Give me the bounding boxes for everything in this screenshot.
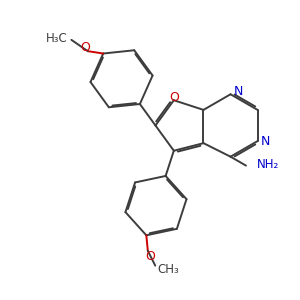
Text: O: O <box>145 250 155 262</box>
Text: N: N <box>261 135 271 148</box>
Text: O: O <box>169 91 179 104</box>
Text: H₃C: H₃C <box>46 32 68 45</box>
Text: NH₂: NH₂ <box>257 158 280 171</box>
Text: N: N <box>234 85 244 98</box>
Text: CH₃: CH₃ <box>158 263 179 276</box>
Text: O: O <box>80 41 90 54</box>
